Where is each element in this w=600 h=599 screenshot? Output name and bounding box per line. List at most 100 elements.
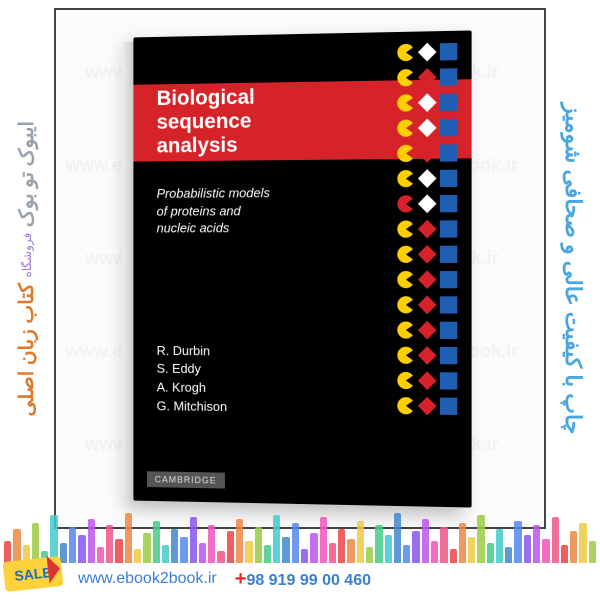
- subtitle-line3: nucleic acids: [157, 219, 270, 237]
- author: S. Eddy: [157, 360, 227, 379]
- shape-pac-yellow: [397, 220, 414, 237]
- shape-row: [397, 397, 457, 415]
- shape-diamond-red: [418, 371, 437, 390]
- shape-pac-yellow: [397, 69, 414, 86]
- shape-row: [397, 118, 457, 136]
- eq-bar: [385, 535, 392, 563]
- shape-sq-blue: [440, 68, 457, 86]
- site-url[interactable]: www.ebook2book.ir: [78, 570, 217, 588]
- shape-pac-yellow: [397, 245, 414, 262]
- eq-bar: [561, 545, 568, 563]
- plus-icon: +: [235, 568, 247, 590]
- shape-row: [397, 271, 457, 288]
- shape-pac-yellow: [397, 119, 414, 136]
- eq-bar: [227, 531, 234, 563]
- shape-sq-blue: [440, 118, 457, 135]
- shape-pac-yellow: [397, 94, 414, 111]
- eq-bar: [542, 539, 549, 563]
- eq-bar: [329, 543, 336, 563]
- eq-bar: [431, 541, 438, 563]
- quality-text: چاپ با کیفیت عالی و صحافی شومیز: [560, 103, 586, 434]
- eq-bar: [505, 547, 512, 563]
- book-area: www.ebook2book.ir www.ebook2book.ir www.…: [56, 10, 544, 527]
- shape-row: [397, 194, 457, 212]
- phone-number[interactable]: +98 919 99 00 460: [235, 568, 371, 591]
- shape-diamond-red: [418, 143, 437, 162]
- eq-bar: [403, 545, 410, 563]
- shape-pac-yellow: [397, 144, 414, 161]
- eq-bar: [236, 519, 243, 563]
- sale-tag: SALE: [4, 553, 76, 595]
- eq-bar: [459, 523, 466, 563]
- shape-pac-yellow: [397, 170, 414, 187]
- eq-bar: [301, 549, 308, 563]
- author: R. Durbin: [157, 341, 227, 360]
- eq-bar: [310, 533, 317, 563]
- shape-diamond-red: [418, 346, 437, 365]
- eq-bar: [180, 537, 187, 563]
- subtitle-line2: of proteins and: [157, 201, 270, 219]
- eq-bar: [477, 515, 484, 563]
- eq-bar: [190, 517, 197, 563]
- eq-bar: [422, 519, 429, 563]
- eq-bar: [570, 531, 577, 563]
- shape-row: [397, 144, 457, 162]
- authors: R. Durbin S. Eddy A. Krogh G. Mitchison: [157, 341, 227, 416]
- product-frame: www.ebook2book.ir www.ebook2book.ir www.…: [54, 8, 546, 529]
- eq-bar: [357, 521, 364, 563]
- eq-bar: [171, 529, 178, 563]
- footer-bar: www.ebook2book.ir +98 919 99 00 460: [78, 565, 596, 593]
- left-brand-band: ایبوک تو بوک فروشگاه کتاب زبان اصلی: [0, 8, 54, 529]
- eq-bar: [273, 515, 280, 563]
- eq-bar: [440, 527, 447, 563]
- shape-diamond-white: [418, 118, 437, 137]
- eq-bar: [282, 537, 289, 563]
- eq-bar: [338, 529, 345, 563]
- shape-sq-blue: [440, 42, 457, 60]
- eq-bar: [394, 513, 401, 563]
- shape-pac-yellow: [397, 346, 414, 363]
- shape-sq-blue: [440, 321, 457, 338]
- eq-bar: [115, 539, 122, 563]
- shape-row: [397, 42, 457, 60]
- shape-diamond-red: [418, 396, 437, 415]
- eq-bar: [552, 517, 559, 563]
- shape-sq-blue: [440, 346, 457, 363]
- shape-sq-blue: [440, 372, 457, 389]
- decorative-shapes: [396, 42, 457, 494]
- eq-bar: [88, 519, 95, 563]
- right-quality-band: چاپ با کیفیت عالی و صحافی شومیز: [546, 8, 600, 529]
- shape-pac-red: [397, 195, 414, 212]
- shape-diamond-white: [418, 169, 437, 188]
- author: G. Mitchison: [157, 397, 227, 417]
- shape-diamond-white: [418, 194, 437, 213]
- shape-row: [397, 346, 457, 364]
- shape-diamond-red: [418, 295, 437, 314]
- eq-bar: [217, 551, 224, 563]
- eq-bar: [153, 521, 160, 563]
- shape-diamond-red: [418, 68, 437, 87]
- shape-diamond-red: [418, 219, 437, 238]
- shape-sq-blue: [440, 271, 457, 288]
- shape-row: [397, 220, 457, 237]
- shape-row: [397, 245, 457, 262]
- eq-bar: [264, 545, 271, 563]
- shape-sq-blue: [440, 220, 457, 237]
- phone-digits: 98 919 99 00 460: [246, 572, 371, 589]
- shape-pac-yellow: [397, 321, 414, 338]
- author: A. Krogh: [157, 378, 227, 397]
- shape-diamond-white: [418, 42, 437, 61]
- brand-line1: ایبوک تو بوک: [16, 121, 38, 227]
- shape-row: [397, 68, 457, 86]
- eq-bar: [412, 531, 419, 563]
- eq-bar: [125, 513, 132, 563]
- shape-sq-blue: [440, 296, 457, 313]
- shape-diamond-red: [418, 270, 437, 289]
- shape-sq-blue: [440, 194, 457, 211]
- eq-bar: [97, 547, 104, 563]
- equalizer-bars: [0, 508, 600, 563]
- eq-bar: [292, 523, 299, 563]
- shape-row: [397, 296, 457, 313]
- eq-bar: [514, 521, 521, 563]
- shape-row: [397, 93, 457, 111]
